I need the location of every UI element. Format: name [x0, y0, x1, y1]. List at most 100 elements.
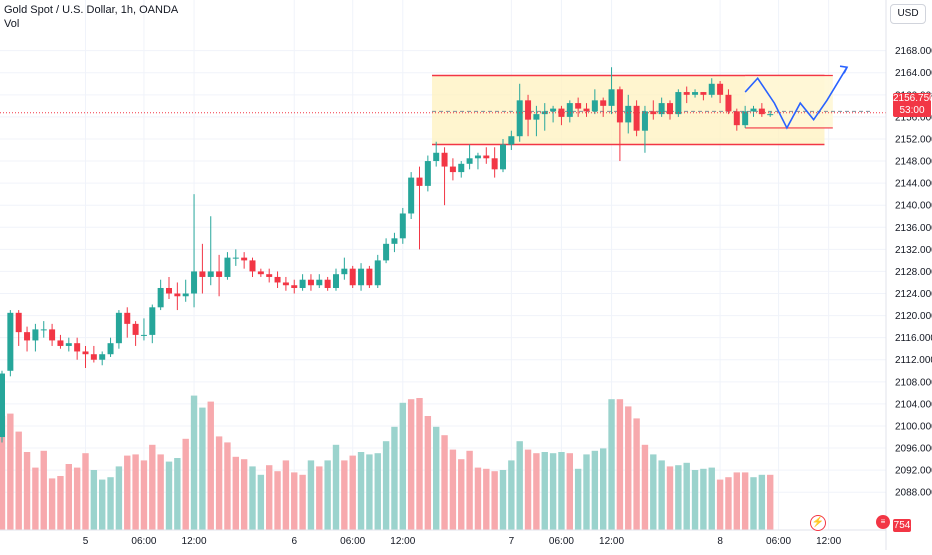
volume-bar — [240, 459, 248, 530]
volume-bar — [215, 436, 223, 530]
volume-bar — [249, 466, 256, 530]
volume-bar — [541, 452, 548, 530]
candle-up — [742, 111, 749, 126]
candle-down — [124, 312, 131, 324]
candle-up — [40, 329, 47, 331]
volume-bar — [341, 460, 348, 530]
volume-bar — [633, 418, 640, 530]
candle-up — [474, 155, 481, 159]
volume-bar — [7, 413, 14, 530]
candle-up — [550, 108, 557, 112]
time-tick-label: 06:00 — [766, 536, 791, 547]
time-tick-label: 06:00 — [340, 536, 365, 547]
volume-bar — [708, 467, 715, 530]
price-tick-label: 2124.000 — [895, 289, 932, 300]
candle-down — [483, 155, 490, 159]
candle-up — [149, 307, 156, 335]
last-price-value: 2156.750 — [893, 93, 932, 104]
time-axis[interactable]: 5 06:00 12:00 6 06:00 12:00 7 06:00 12:00 8 06:00 1… — [83, 536, 842, 547]
candle-down — [441, 152, 448, 167]
candle-down — [349, 268, 356, 286]
volume-bar — [549, 453, 557, 530]
candle-up — [767, 114, 774, 116]
candle-up — [99, 354, 106, 360]
price-zones — [432, 74, 871, 146]
candle-down — [266, 274, 273, 277]
price-tick-label: 2156.000 — [895, 112, 932, 123]
volume-bar — [466, 450, 473, 530]
time-tick-label: 12:00 — [182, 536, 207, 547]
volume-bar — [650, 454, 657, 530]
candle-up — [374, 260, 381, 286]
candle-up — [591, 100, 598, 112]
candle-down — [82, 351, 89, 355]
volume-bar — [165, 461, 173, 530]
volume-bar — [382, 441, 390, 530]
volume-legend[interactable]: Vol — [4, 18, 20, 30]
price-tick-label: 2092.000 — [895, 466, 932, 477]
time-tick-label: 8 — [717, 536, 723, 547]
volume-bar — [574, 468, 582, 530]
volume-bar — [174, 458, 181, 530]
volume-bar — [675, 465, 682, 530]
candle-down — [166, 287, 172, 294]
volume-bar — [600, 448, 607, 530]
candle-up — [541, 111, 548, 115]
price-tick-label: 2120.000 — [895, 311, 932, 322]
candle-down — [700, 92, 707, 95]
time-tick-label: 12:00 — [599, 536, 624, 547]
grid — [0, 0, 886, 530]
candle-up — [641, 111, 648, 131]
candle-down — [24, 332, 31, 341]
price-tick-label: 2132.000 — [895, 245, 932, 256]
candle-up — [533, 114, 540, 120]
price-tick-label: 2100.000 — [895, 421, 932, 432]
lightning-icon[interactable]: ⚡ — [810, 515, 826, 531]
volume-bar — [115, 466, 123, 530]
volume-bar — [508, 460, 515, 530]
candle-down — [733, 111, 740, 126]
volume-bar — [725, 477, 732, 530]
last-price-label: 2156.750 53:00 — [893, 93, 932, 117]
volume-bar — [407, 399, 415, 530]
candle-down — [249, 260, 256, 272]
volume-bar — [99, 479, 106, 530]
candle-down — [366, 268, 373, 286]
volume-bar — [107, 477, 114, 530]
candle-down — [216, 271, 223, 277]
volume-bar — [516, 441, 523, 530]
candle-up — [391, 238, 398, 244]
candle-down — [282, 282, 289, 286]
volume-bar — [0, 416, 6, 530]
volume-bar — [282, 460, 290, 530]
us-flag-icon[interactable]: ≡ — [876, 515, 890, 529]
currency-button[interactable]: USD — [890, 4, 926, 24]
volume-bar — [132, 454, 139, 530]
volume-bar — [441, 435, 448, 530]
volume-bar — [224, 442, 231, 530]
volume-bar — [641, 444, 649, 530]
volume-bar — [416, 398, 423, 530]
volume-bar — [566, 453, 573, 530]
volume-bar — [608, 399, 615, 530]
symbol-title[interactable]: Gold Spot / U.S. Dollar, 1h, OANDA — [4, 4, 179, 16]
candle-up — [458, 163, 465, 173]
candle-down — [90, 354, 97, 360]
price-tick-label: 2136.000 — [895, 223, 932, 234]
candle-up — [383, 243, 390, 261]
candle-down — [74, 343, 81, 352]
candle-down — [525, 100, 532, 120]
volume-bars — [0, 395, 774, 530]
volume-bar — [332, 444, 340, 530]
candle-down — [307, 279, 314, 286]
volume-bar — [391, 426, 398, 530]
time-tick-label: 12:00 — [390, 536, 415, 547]
volume-bar — [458, 459, 465, 530]
candle-down — [449, 166, 456, 173]
volume-bar — [374, 453, 381, 530]
volume-bar — [307, 460, 315, 530]
candle-down — [49, 329, 56, 341]
candle-down — [241, 257, 248, 261]
